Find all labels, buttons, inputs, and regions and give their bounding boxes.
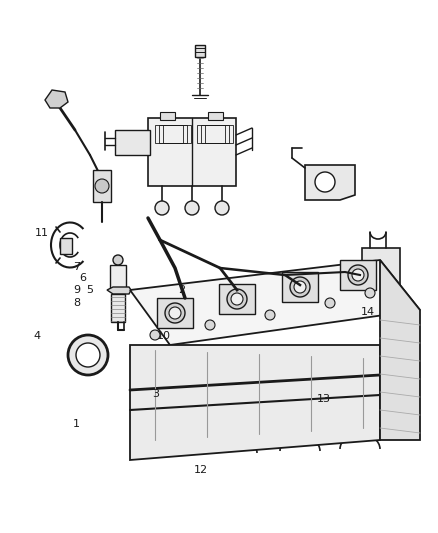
Circle shape [205, 320, 215, 330]
Text: 13: 13 [317, 394, 331, 403]
Bar [197, 125, 225, 143]
Text: 10: 10 [157, 331, 171, 341]
Text: 1: 1 [73, 419, 80, 429]
Circle shape [352, 269, 364, 281]
Circle shape [315, 172, 335, 192]
Circle shape [227, 289, 247, 309]
Circle shape [290, 277, 310, 297]
Text: 3: 3 [152, 390, 159, 399]
Bar [93, 170, 111, 202]
Polygon shape [340, 260, 376, 290]
Circle shape [185, 201, 199, 215]
Text: 12: 12 [194, 465, 208, 475]
Circle shape [265, 310, 275, 320]
Text: 7: 7 [73, 262, 80, 271]
Circle shape [231, 293, 243, 305]
Text: 11: 11 [35, 228, 49, 238]
Circle shape [165, 303, 185, 323]
Polygon shape [282, 272, 318, 302]
Bar [208, 112, 223, 120]
Bar [110, 265, 126, 290]
Bar [160, 112, 175, 120]
Polygon shape [45, 90, 68, 108]
Polygon shape [305, 165, 355, 200]
Polygon shape [130, 260, 420, 345]
Text: 6: 6 [80, 273, 87, 283]
Bar [163, 125, 191, 143]
Text: 5: 5 [86, 286, 93, 295]
Bar [111, 294, 125, 322]
Bar [205, 125, 233, 143]
Text: 8: 8 [73, 298, 80, 308]
Polygon shape [157, 298, 193, 328]
Bar [155, 125, 183, 143]
Bar [60, 238, 72, 254]
Circle shape [348, 265, 368, 285]
Text: 14: 14 [361, 307, 375, 317]
Polygon shape [380, 260, 420, 440]
Bar [159, 125, 187, 143]
Polygon shape [130, 345, 380, 460]
Circle shape [169, 307, 181, 319]
Circle shape [215, 201, 229, 215]
Bar [148, 118, 236, 186]
Bar [195, 45, 205, 57]
Bar [115, 130, 150, 155]
Circle shape [370, 269, 392, 291]
Circle shape [155, 201, 169, 215]
Circle shape [68, 335, 108, 375]
Bar [201, 125, 229, 143]
Text: 9: 9 [73, 286, 80, 295]
Circle shape [113, 255, 123, 265]
Text: 4: 4 [34, 331, 41, 341]
Circle shape [325, 298, 335, 308]
Circle shape [150, 330, 160, 340]
Text: 2: 2 [178, 286, 185, 295]
Circle shape [365, 288, 375, 298]
Circle shape [76, 343, 100, 367]
Polygon shape [362, 248, 400, 298]
Circle shape [294, 281, 306, 293]
Circle shape [95, 179, 109, 193]
Polygon shape [219, 284, 255, 314]
Polygon shape [107, 287, 131, 294]
